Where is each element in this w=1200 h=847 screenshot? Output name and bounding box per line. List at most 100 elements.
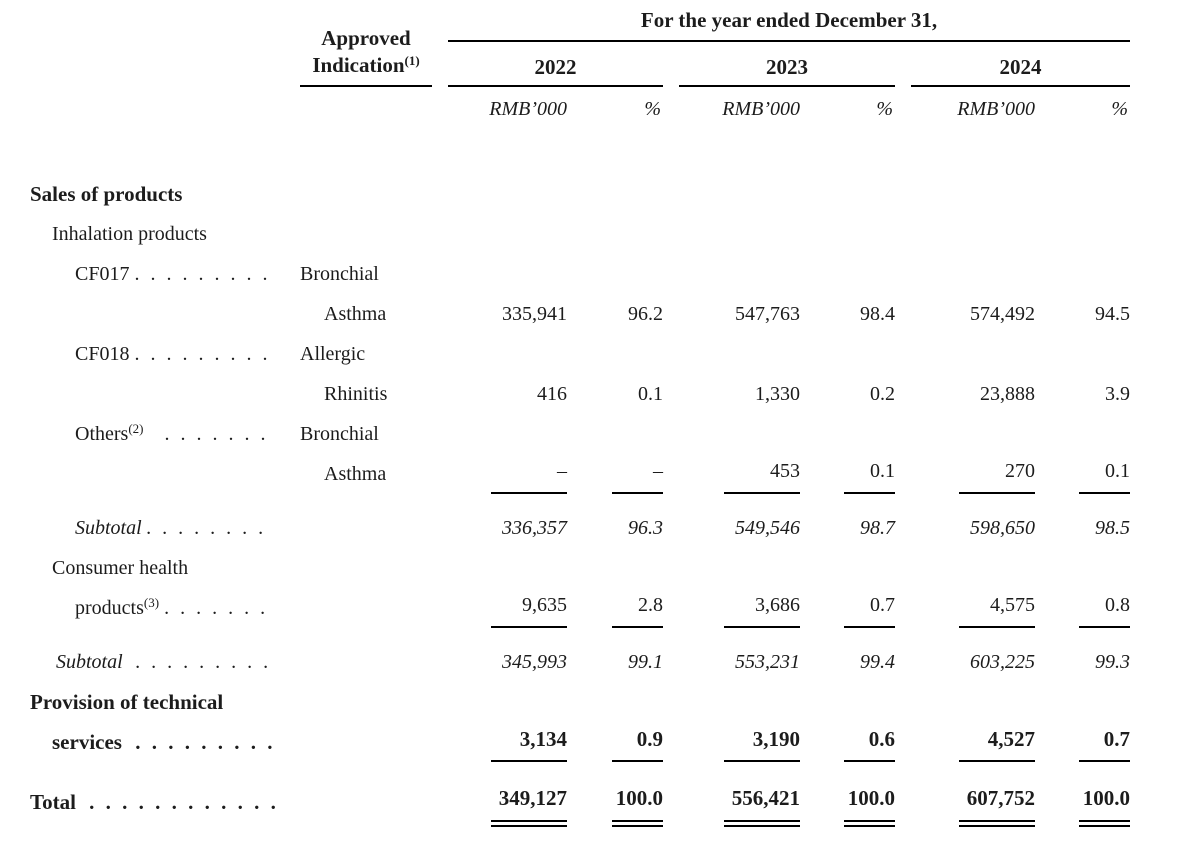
- year-ended-title: For the year ended December 31,: [448, 4, 1131, 42]
- footnote-2-marker: (2): [128, 421, 144, 436]
- cell-2022-pct: 100.0: [567, 762, 663, 836]
- cell-2022-pct: 96.2: [628, 303, 663, 325]
- dot-leader: . . . . . . . . .: [127, 651, 272, 673]
- cell-2022-pct: 0.9: [567, 682, 663, 762]
- cell-2024-rmb: 23,888: [980, 383, 1035, 405]
- dot-leader: . . . . . . .: [148, 423, 269, 445]
- row-cf017: CF017. . . . . . . . . Bronchial Asthma 3…: [30, 254, 1130, 334]
- approved-indication-label: Approved Indication(1): [300, 25, 432, 87]
- cell-2024-rmb: 4,575: [895, 548, 1035, 628]
- cell-2024-pct: 0.8: [1035, 548, 1131, 628]
- technical-services-label: Provision of technical services . . . . …: [30, 690, 276, 754]
- total-label: Total . . . . . . . . . . . .: [30, 790, 279, 814]
- row-total: Total . . . . . . . . . . . . 349,127 10…: [30, 762, 1131, 836]
- cell-2023-rmb: 3,686: [663, 548, 800, 628]
- footnote-3-marker: (3): [143, 595, 160, 610]
- header-row-span: Approved Indication(1) For the year ende…: [30, 4, 1131, 87]
- product-label-cf018: CF018. . . . . . . . .: [75, 343, 271, 365]
- indication-cf018: Allergic Rhinitis: [300, 343, 388, 405]
- cell-2023-rmb: 556,421: [663, 762, 800, 836]
- cell-2022-pct: 99.1: [628, 651, 663, 673]
- row-technical-services: Provision of technical services . . . . …: [30, 682, 1131, 762]
- dot-leader: . . . . . . . .: [146, 517, 267, 539]
- dot-leader: . . . . . . . . .: [134, 263, 271, 285]
- year-ended-header-cell: For the year ended December 31,: [448, 4, 1131, 42]
- cell-2023-rmb: 1,330: [755, 383, 800, 405]
- dot-leader: . . . . . . . . .: [126, 730, 276, 754]
- cell-2023-pct: 100.0: [800, 762, 895, 836]
- cell-2024-rmb: 270: [895, 414, 1035, 494]
- cell-2022-rmb: 349,127: [448, 762, 567, 836]
- subtotal-label: Subtotal . . . . . . . . .: [56, 651, 272, 673]
- year-2022-label: 2022: [448, 42, 663, 87]
- product-label-cf017: CF017. . . . . . . . .: [75, 263, 271, 285]
- cell-2022-rmb: 345,993: [502, 651, 567, 673]
- row-subtotal-inhalation: Subtotal. . . . . . . . 336,357 96.3 549…: [30, 494, 1130, 548]
- table-header: Approved Indication(1) For the year ende…: [30, 4, 1131, 148]
- consumer-health-label: Consumer health products(3). . . . . . .: [52, 557, 269, 619]
- cell-2023-pct: 98.7: [860, 517, 895, 539]
- cell-2022-pct: 0.1: [638, 383, 663, 405]
- cell-2023-pct: 0.7: [800, 548, 895, 628]
- revenue-breakdown-table: Approved Indication(1) For the year ende…: [30, 4, 1131, 836]
- year-2024-label: 2024: [911, 42, 1131, 87]
- cell-2024-pct: 99.3: [1095, 651, 1131, 673]
- cell-2024-rmb: 574,492: [970, 303, 1035, 325]
- unit-rmb-2022: RMB’000: [489, 98, 567, 120]
- indication-cf017: Bronchial Asthma: [300, 263, 387, 325]
- cell-2024-rmb: 607,752: [895, 762, 1035, 836]
- cell-2022-rmb: –: [448, 414, 567, 494]
- cell-2024-rmb: 4,527: [895, 682, 1035, 762]
- product-label-others: Others(2) . . . . . . .: [75, 421, 269, 445]
- unit-rmb-2023: RMB’000: [722, 98, 800, 120]
- cell-2023-pct: 98.4: [860, 303, 895, 325]
- cell-2022-rmb: 9,635: [448, 548, 567, 628]
- year-2022-cell: 2022: [448, 42, 663, 87]
- empty-header-cell: [30, 4, 300, 87]
- unit-pct-2022: %: [644, 98, 661, 120]
- cell-2024-rmb: 603,225: [970, 651, 1035, 673]
- cell-2022-pct: –: [567, 414, 663, 494]
- indication-others: Bronchial Asthma: [300, 423, 387, 485]
- cell-2024-pct: 3.9: [1105, 383, 1131, 405]
- cell-2022-rmb: 335,941: [502, 303, 567, 325]
- approved-indication-header: Approved Indication(1): [300, 4, 448, 87]
- cell-2023-rmb: 549,546: [735, 517, 800, 539]
- cell-2024-rmb: 598,650: [970, 517, 1035, 539]
- cell-2024-pct: 0.1: [1035, 414, 1131, 494]
- year-2024-cell: 2024: [895, 42, 1131, 87]
- header-row-years: 2022 2023 2024: [30, 42, 1131, 87]
- row-others: Others(2) . . . . . . . Bronchial Asthma …: [30, 414, 1131, 494]
- cell-2022-pct: 96.3: [628, 517, 663, 539]
- cell-2024-pct: 0.7: [1035, 682, 1131, 762]
- table-body: Sales of products Inhalation products CF…: [30, 148, 1131, 836]
- year-2023-cell: 2023: [663, 42, 895, 87]
- row-inhalation-products: Inhalation products: [30, 214, 1130, 254]
- row-consumer-health-products: Consumer health products(3). . . . . . .…: [30, 548, 1131, 628]
- unit-pct-2024: %: [1111, 98, 1129, 120]
- row-sales-of-products: Sales of products: [30, 148, 1130, 214]
- cell-2024-pct: 94.5: [1095, 303, 1131, 325]
- row-cf018: CF018. . . . . . . . . Allergic Rhinitis …: [30, 334, 1130, 414]
- cell-2023-rmb: 547,763: [735, 303, 800, 325]
- dot-leader: . . . . . . .: [164, 597, 269, 619]
- row-subtotal-sales: Subtotal . . . . . . . . . 345,993 99.1 …: [30, 628, 1130, 682]
- footnote-1-marker: (1): [404, 53, 420, 68]
- dot-leader: . . . . . . . . .: [134, 343, 271, 365]
- cell-2023-pct: 0.2: [870, 383, 895, 405]
- cell-2023-rmb: 3,190: [663, 682, 800, 762]
- section-label: Sales of products: [30, 182, 183, 206]
- group-label: Inhalation products: [52, 223, 207, 245]
- year-2023-label: 2023: [679, 42, 895, 87]
- cell-2023-rmb: 453: [663, 414, 800, 494]
- cell-2024-pct: 100.0: [1035, 762, 1131, 836]
- cell-2022-rmb: 336,357: [502, 517, 567, 539]
- dot-leader: . . . . . . . . . . . .: [80, 790, 279, 814]
- approved-line: Approved: [321, 26, 411, 50]
- cell-2022-rmb: 416: [537, 383, 567, 405]
- unit-rmb-2024: RMB’000: [957, 98, 1035, 120]
- unit-pct-2023: %: [876, 98, 893, 120]
- indication-line: Indication(1): [312, 53, 420, 77]
- subtotal-label: Subtotal. . . . . . . .: [75, 517, 267, 539]
